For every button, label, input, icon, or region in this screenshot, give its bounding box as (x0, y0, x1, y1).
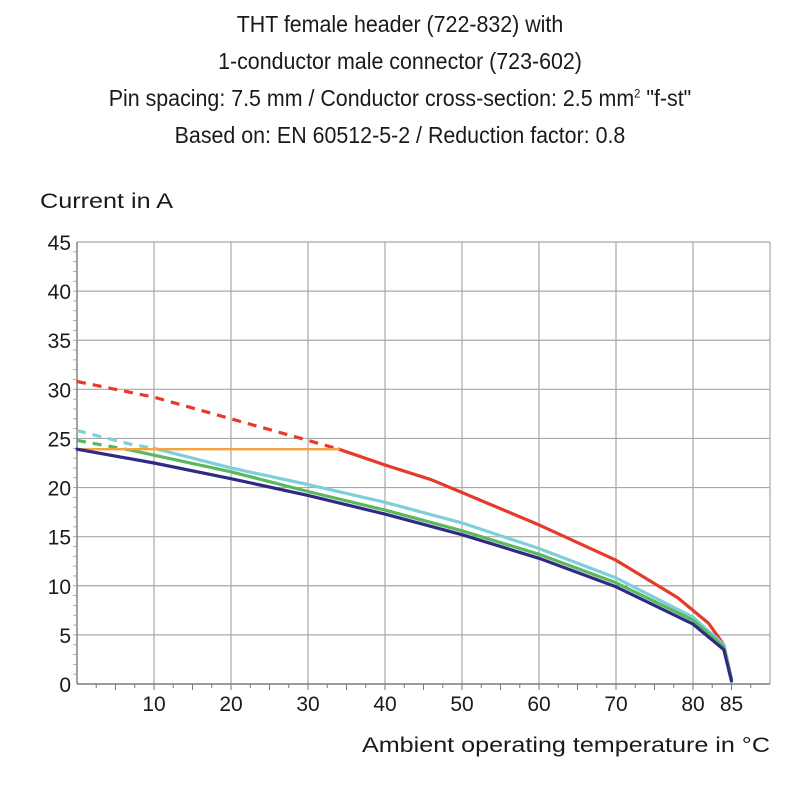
x-tick-label: 85 (720, 693, 743, 716)
title-line-3-prefix: Pin spacing: 7.5 mm / Conductor cross-se… (108, 85, 635, 111)
y-axis-label: Current in A (40, 190, 173, 213)
y-tick-label: 35 (48, 330, 71, 353)
title-line-3-suffix: "f-st" (640, 85, 692, 111)
title-line-4: Based on: EN 60512-5-2 / Reduction facto… (174, 122, 626, 148)
y-tick-label: 40 (48, 281, 71, 304)
series-line-1 (152, 446, 734, 681)
title-line-3: Pin spacing: 7.5 mm / Conductor cross-se… (28, 80, 772, 117)
y-tick-label: 30 (48, 379, 71, 402)
grid-lines (73, 241, 771, 690)
tick-labels: 0 5 10 15 20 25 30 35 40 45 10 20 30 40 50 60 70 80 85 (48, 232, 744, 716)
y-tick-label: 0 (59, 674, 71, 697)
y-tick-label: 5 (59, 625, 71, 648)
x-tick-label: 80 (681, 693, 704, 716)
x-tick-label: 60 (527, 693, 550, 716)
series-line-4 (75, 447, 734, 683)
series-line-0 (337, 447, 734, 681)
series-line-2 (129, 448, 734, 681)
chart-title: THT female header (722-832) with 1-condu… (28, 6, 772, 154)
title-line-1: THT female header (722-832) with (236, 11, 564, 37)
x-tick-label: 30 (296, 693, 319, 716)
x-tick-label: 40 (373, 693, 396, 716)
series-line-dashed-0 (76, 379, 340, 451)
x-axis-label: Ambient operating temperature in °C (362, 734, 770, 757)
y-tick-label: 20 (48, 478, 71, 501)
x-tick-label: 70 (604, 693, 627, 716)
x-tick-label: 20 (219, 693, 242, 716)
title-line-2: 1-conductor male connector (723-602) (218, 48, 582, 74)
y-tick-label: 15 (48, 527, 71, 550)
series-line-dashed-1 (76, 429, 155, 450)
y-tick-label: 25 (48, 428, 71, 451)
title-line-3-superscript: 2 (634, 86, 641, 101)
x-tick-label: 50 (450, 693, 473, 716)
y-tick-label: 45 (48, 232, 71, 255)
x-tick-label: 10 (142, 693, 165, 716)
series-lines (75, 379, 734, 683)
y-tick-label: 10 (48, 576, 71, 599)
